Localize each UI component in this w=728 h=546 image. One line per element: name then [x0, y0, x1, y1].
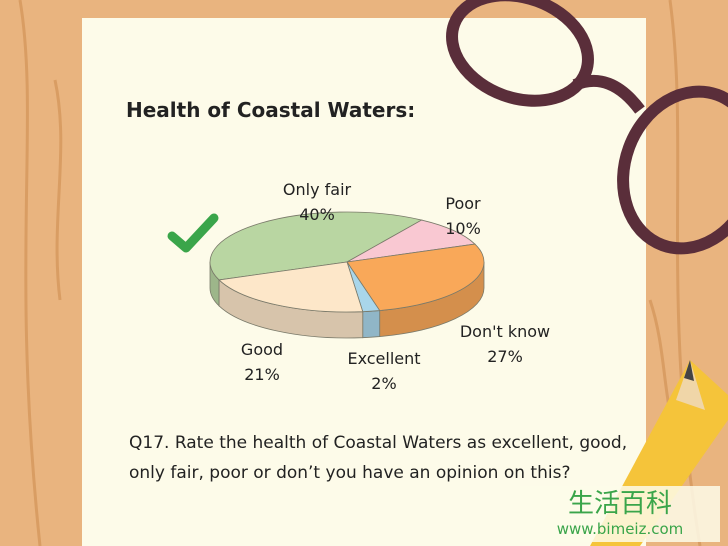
chart-title: Health of Coastal Waters: [126, 98, 415, 122]
labels: Only fair 40% Poor 10% Don't know 27% Excellen… [241, 180, 550, 393]
slice-label: Excellent [347, 349, 420, 368]
slice [346, 219, 476, 263]
question-line: only fair, poor or don’t you have an opi… [129, 463, 570, 483]
slice-label: Poor [445, 194, 481, 213]
slice-side [362, 310, 381, 339]
check-mark [167, 213, 219, 253]
slice-value-label: 40% [299, 205, 335, 224]
slice [218, 261, 364, 313]
slice-value-label: 21% [244, 365, 280, 384]
watermark-title: 生活百科 [568, 489, 672, 519]
question: Q17. Rate the health of Coastal Waters a… [129, 433, 627, 483]
glasses [446, 0, 728, 255]
slice-label: Don't know [460, 322, 550, 341]
watermark-bg [520, 486, 720, 542]
slice-label: Only fair [283, 180, 352, 199]
pie [209, 211, 485, 339]
watermark-url: www.bimeiz.com [557, 520, 684, 538]
slice-value-label: 10% [445, 219, 481, 238]
slice-value-label: 27% [487, 347, 523, 366]
slice [346, 243, 485, 311]
slice-value-label: 2% [371, 374, 396, 393]
slice-label: Good [241, 340, 283, 359]
question-line: Q17. Rate the health of Coastal Waters a… [129, 433, 627, 453]
slice [209, 211, 423, 281]
